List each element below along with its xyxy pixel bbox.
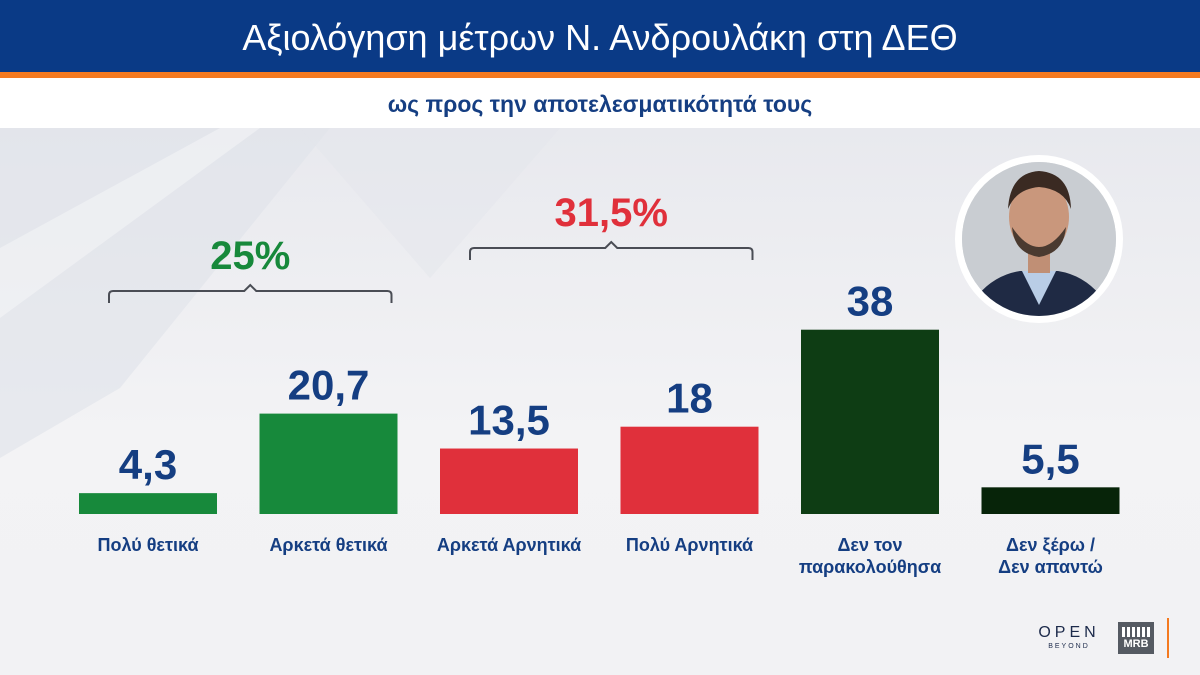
title-bar [0, 0, 1200, 78]
value-label: 13,5 [468, 397, 550, 444]
category-label: παρακολούθησα [799, 557, 941, 577]
mrb-logo: MRB [1118, 622, 1154, 654]
open-logo: OPEN BEYOND [1034, 624, 1104, 652]
category-label: Πολύ Αρνητικά [626, 535, 753, 555]
divider [1167, 618, 1169, 658]
category-label: Πολύ θετικά [97, 535, 198, 555]
page-subtitle: ως προς την αποτελεσματικότητά τους [387, 91, 813, 117]
value-label: 5,5 [1021, 435, 1079, 482]
value-label: 20,7 [288, 362, 370, 409]
open-logo-tagline: BEYOND [1048, 643, 1090, 650]
group-bracket [469, 240, 754, 260]
bar [620, 426, 759, 514]
subtitle-bar [0, 78, 1200, 128]
page-title: Αξιολόγηση μέτρων Ν. Ανδρουλάκη στη ΔΕΘ [242, 17, 958, 58]
category-label: Δεν τον [837, 535, 902, 555]
bar [440, 448, 578, 514]
bar [981, 487, 1120, 514]
background-decoration [0, 128, 560, 458]
value-label: 38 [847, 278, 894, 325]
category-label: Αρκετά Αρνητικά [437, 535, 581, 555]
bar [79, 493, 217, 514]
value-label: 4,3 [119, 441, 177, 488]
person-portrait [955, 155, 1123, 323]
group-bracket [108, 283, 393, 303]
category-label: Δεν απαντώ [998, 557, 1103, 577]
open-logo-text: OPEN [1038, 624, 1100, 641]
bar [801, 329, 939, 514]
value-label: 18 [666, 375, 713, 422]
category-label: Αρκετά θετικά [269, 535, 387, 555]
group-total-label: 31,5% [555, 191, 668, 235]
bar-chart: 4,3 Πολύ θετικά 20,7 Αρκετά θετικά 13,5 Αρκετ… [79, 191, 1120, 577]
group-total-label: 25% [210, 234, 290, 278]
bar [259, 413, 398, 514]
category-label: Δεν ξέρω / [1006, 535, 1095, 556]
